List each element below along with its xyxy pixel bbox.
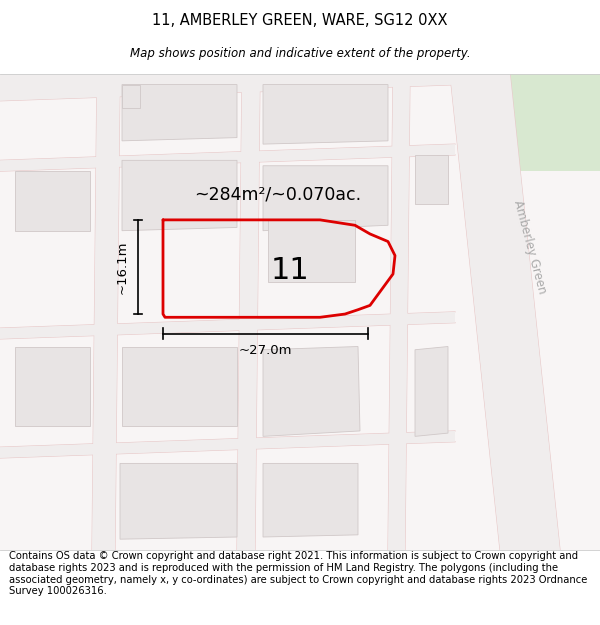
Polygon shape	[450, 74, 560, 550]
Polygon shape	[122, 84, 140, 108]
Polygon shape	[237, 74, 260, 550]
Polygon shape	[0, 144, 455, 171]
Polygon shape	[0, 312, 455, 339]
Text: 11, AMBERLEY GREEN, WARE, SG12 0XX: 11, AMBERLEY GREEN, WARE, SG12 0XX	[152, 13, 448, 28]
Polygon shape	[415, 346, 448, 436]
Polygon shape	[415, 155, 448, 204]
Polygon shape	[0, 74, 600, 550]
Text: ~284m²/~0.070ac.: ~284m²/~0.070ac.	[194, 186, 362, 204]
Polygon shape	[120, 463, 237, 539]
Polygon shape	[92, 74, 120, 550]
Text: ~27.0m: ~27.0m	[239, 344, 292, 357]
Text: Amberley Green: Amberley Green	[511, 199, 549, 295]
Polygon shape	[122, 161, 237, 231]
Polygon shape	[122, 84, 237, 141]
Polygon shape	[490, 74, 600, 171]
Polygon shape	[263, 346, 360, 436]
Polygon shape	[263, 463, 358, 537]
Polygon shape	[15, 346, 90, 426]
Polygon shape	[268, 220, 355, 282]
Polygon shape	[15, 171, 90, 231]
Text: Map shows position and indicative extent of the property.: Map shows position and indicative extent…	[130, 47, 470, 59]
Polygon shape	[122, 346, 237, 426]
Text: ~16.1m: ~16.1m	[115, 240, 128, 294]
Polygon shape	[263, 84, 388, 144]
Text: 11: 11	[271, 256, 310, 285]
Polygon shape	[388, 74, 410, 550]
Polygon shape	[263, 166, 388, 231]
Polygon shape	[0, 74, 460, 101]
Polygon shape	[0, 431, 455, 458]
Text: Contains OS data © Crown copyright and database right 2021. This information is : Contains OS data © Crown copyright and d…	[9, 551, 587, 596]
